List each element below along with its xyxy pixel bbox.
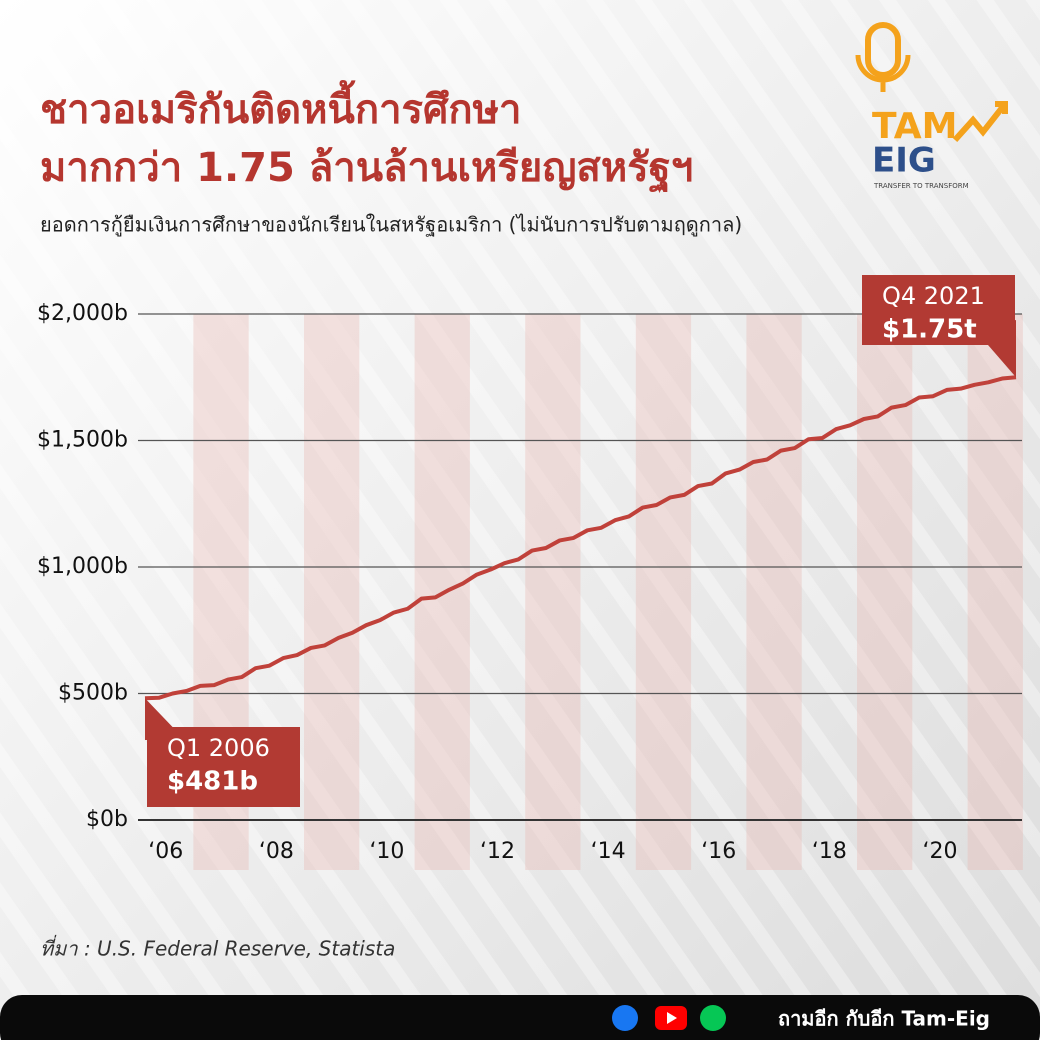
- line-series: [144, 375, 1017, 701]
- x-tick-label: ‘06: [148, 839, 183, 864]
- annotation-label: Q1 2006: [167, 734, 270, 762]
- line-icon: [700, 1005, 726, 1031]
- logo: TAM EIG TRANSFER TO TRANSFORM: [855, 22, 1008, 190]
- subtitle: ยอดการกู้ยืมเงินการศึกษาของนักเรียนในสหร…: [40, 213, 742, 238]
- title-line: มากกว่า 1.75 ล้านล้านเหรียญสหรัฐฯ: [40, 145, 693, 194]
- x-tick-label: ‘14: [591, 839, 626, 864]
- x-tick-label: ‘20: [922, 839, 957, 864]
- year-band: [967, 314, 1023, 870]
- year-band: [635, 314, 692, 870]
- annotation-box: [862, 275, 1015, 345]
- x-tick-label: ‘08: [259, 839, 294, 864]
- y-tick-label: $0b: [86, 807, 128, 832]
- logo-tagline: TRANSFER TO TRANSFORM: [873, 182, 969, 190]
- logo-arrow: [952, 101, 1008, 143]
- youtube-play: [667, 1012, 677, 1024]
- facebook-icon: [612, 1005, 638, 1031]
- y-tick-label: $1,000b: [37, 554, 128, 579]
- logo-text: TAM: [872, 106, 957, 147]
- logo-mic-stand: [855, 54, 911, 92]
- y-tick-label: $2,000b: [37, 301, 128, 326]
- footer-bar: [0, 995, 1040, 1044]
- data-label: $481b: [167, 767, 258, 797]
- x-tick-label: ‘16: [701, 839, 736, 864]
- year-band: [303, 314, 360, 870]
- source: ที่มา : U.S. Federal Reserve, Statista: [40, 935, 395, 961]
- footer-text: ถามอีก กับอีก Tam-Eig: [778, 1007, 990, 1031]
- year-band: [746, 314, 802, 870]
- y-tick-label: $1,500b: [37, 428, 128, 453]
- year-band: [525, 314, 581, 870]
- title-line: ชาวอเมริกันติดหนี้การศึกษา: [40, 80, 521, 133]
- x-tick-label: ‘10: [369, 839, 404, 864]
- annotation-box: [147, 727, 300, 807]
- y-tick-label: $500b: [58, 681, 128, 706]
- x-tick-label: ‘18: [812, 839, 847, 864]
- annotation-label: Q4 2021: [882, 282, 985, 310]
- year-band: [857, 314, 913, 870]
- data-label: $1.75t: [882, 315, 977, 345]
- logo-text: EIG: [872, 141, 936, 181]
- x-tick-label: ‘12: [480, 839, 515, 864]
- logo-mic: [865, 22, 901, 78]
